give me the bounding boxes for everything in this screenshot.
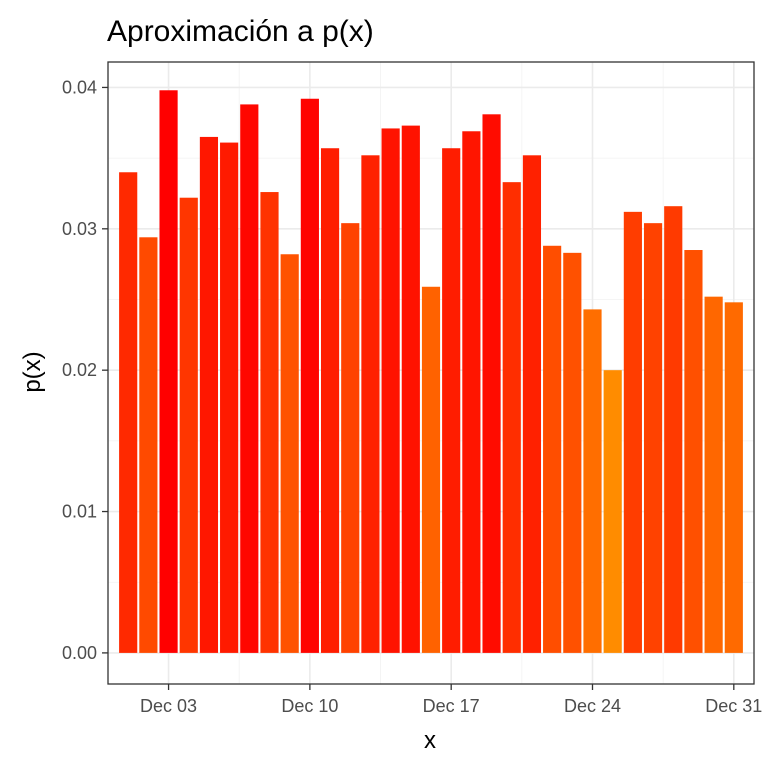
x-axis-title: x [424,727,436,754]
bar [603,370,622,653]
bar [684,250,703,653]
bar [563,252,582,653]
bar [341,223,360,653]
panel-border [107,61,755,685]
bar [119,172,138,653]
bar [260,192,279,653]
bar [401,125,420,653]
bar [583,309,602,653]
bar [704,296,723,653]
y-tick-label: 0.04 [62,77,97,97]
bar [664,206,683,653]
bar [442,148,461,653]
bar [643,223,663,653]
x-tick-label: Dec 24 [564,696,621,716]
bar [421,286,441,653]
bar [280,254,299,653]
bar [240,104,259,653]
bar [522,155,542,653]
x-tick-label: Dec 17 [423,696,480,716]
bar [220,142,239,653]
bar [543,245,562,653]
bar [502,182,521,653]
bar [139,237,158,653]
bar [179,197,198,653]
y-axis: 0.00 0.01 0.02 0.03 0.04 [62,77,108,663]
bar [361,155,380,653]
bar [320,148,340,653]
bars [119,90,743,653]
y-tick-label: 0.01 [62,502,97,522]
chart-title: Aproximación a p(x) [107,15,374,48]
y-tick-label: 0.02 [62,360,97,380]
x-axis: Dec 03 Dec 10 Dec 17 Dec 24 Dec 31 [140,684,762,716]
bar [199,136,219,653]
x-tick-label: Dec 31 [705,696,762,716]
y-axis-title: p(x) [19,351,46,392]
bar [462,131,481,653]
bar [482,114,501,653]
bar [623,211,642,653]
bar [381,128,400,653]
y-tick-label: 0.00 [62,643,97,663]
y-tick-label: 0.03 [62,219,97,239]
bar [300,98,319,653]
x-tick-label: Dec 03 [140,696,197,716]
bar [159,90,178,653]
x-tick-label: Dec 10 [281,696,338,716]
bar [724,302,743,653]
